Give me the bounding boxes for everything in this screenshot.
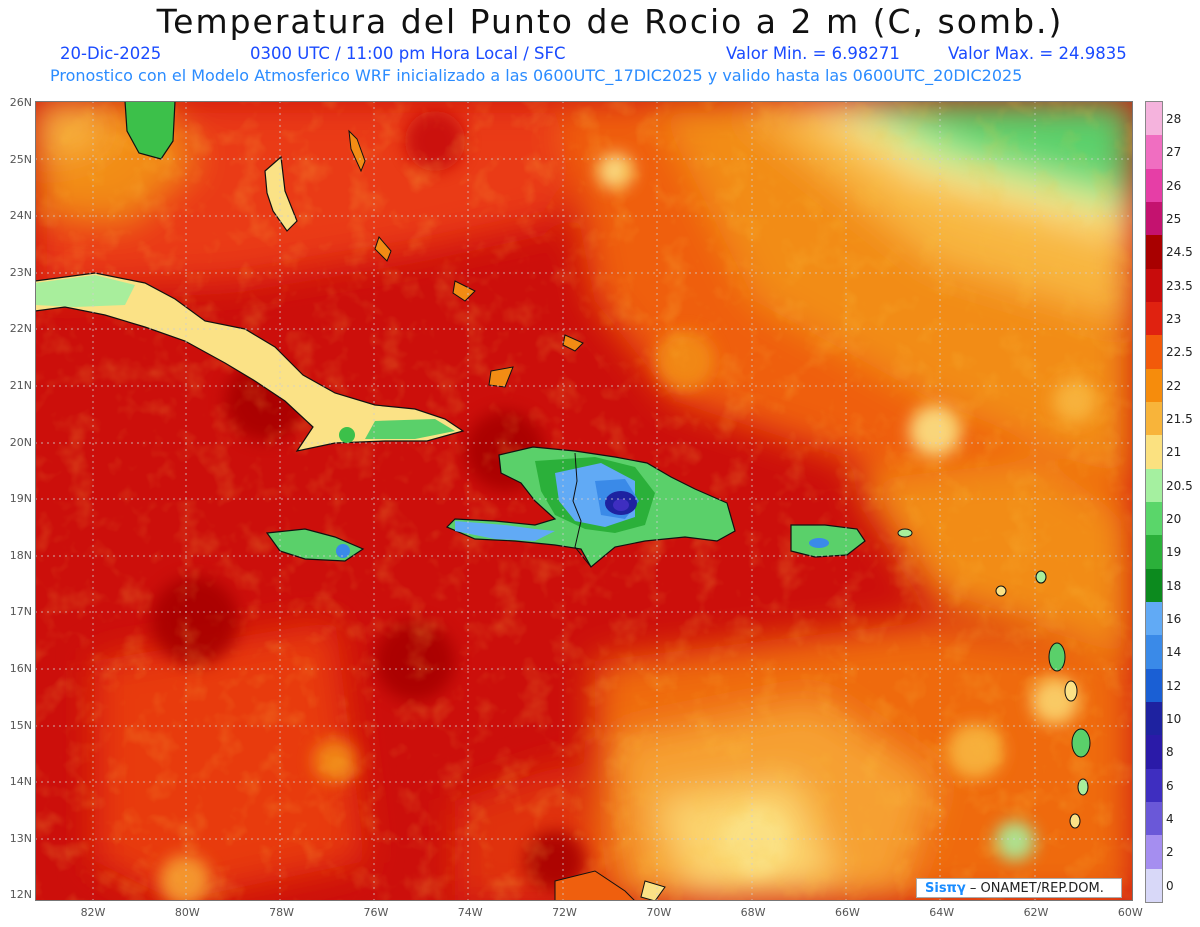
logo-text: – ONAMET/REP.DOM. (969, 881, 1104, 896)
lon-label: 72W (552, 906, 577, 919)
colorbar-label: 6 (1166, 778, 1174, 793)
colorbar-segment (1146, 135, 1162, 170)
colorbar-segment (1146, 768, 1162, 803)
colorbar-label: 20.5 (1166, 478, 1193, 493)
lon-label: 70W (646, 906, 672, 919)
colorbar-segment (1146, 235, 1162, 270)
colorbar (1145, 101, 1163, 903)
lat-label: 25N (9, 152, 32, 166)
lon-label: 80W (174, 906, 200, 919)
lat-label: 22N (9, 322, 32, 336)
lon-label: 78W (269, 906, 295, 919)
lat-label: 20N (9, 435, 32, 449)
map-canvas (35, 101, 1133, 901)
valor-min: Valor Min. = 6.98271 (726, 44, 900, 63)
colorbar-segment (1146, 502, 1162, 536)
colorbar-label: 25 (1166, 212, 1182, 226)
lon-label: 76W (363, 906, 389, 919)
colorbar-segment (1146, 602, 1162, 636)
lon-label: 62W (1023, 906, 1049, 919)
colorbar-label: 24.5 (1166, 245, 1193, 260)
lat-label: 14N (9, 775, 32, 789)
forecast-description: Pronostico con el Modelo Atmosferico WRF… (50, 66, 1023, 85)
colorbar-segment (1146, 735, 1162, 770)
colorbar-segment (1146, 702, 1162, 736)
colorbar-segment (1146, 835, 1162, 870)
colorbar-segment (1146, 335, 1162, 370)
lon-label: 60W (1117, 906, 1143, 919)
colorbar-segment (1146, 202, 1162, 236)
lat-label: 18N (9, 548, 32, 562)
lat-label: 13N (9, 831, 32, 845)
lat-label: 23N (9, 265, 32, 279)
colorbar-segment (1146, 302, 1162, 336)
lon-label: 74W (457, 906, 483, 919)
colorbar-label: 0 (1166, 878, 1174, 893)
lat-label: 24N (9, 209, 32, 223)
colorbar-label: 22.5 (1166, 345, 1193, 360)
lat-label: 21N (9, 379, 32, 392)
colorbar-segment (1146, 802, 1162, 836)
colorbar-segment (1146, 868, 1162, 903)
colorbar-segment (1146, 435, 1162, 470)
map-title: Temperatura del Punto de Rocio a 2 m (C,… (156, 2, 1064, 41)
colorbar-segment (1146, 668, 1162, 703)
colorbar-label: 19 (1166, 545, 1182, 560)
dew-point-map[interactable] (35, 101, 1133, 901)
colorbar-label: 26 (1166, 178, 1182, 193)
lon-label: 66W (834, 906, 860, 919)
colorbar-label: 18 (1166, 578, 1182, 593)
lat-label: 16N (9, 662, 32, 675)
colorbar-segment (1146, 102, 1162, 136)
colorbar-segment (1146, 268, 1162, 303)
colorbar-segment (1146, 368, 1162, 403)
colorbar-label: 14 (1166, 645, 1182, 660)
lat-label: 12N (9, 888, 32, 902)
lat-label: 19N (9, 492, 32, 506)
forecast-time: 0300 UTC / 11:00 pm Hora Local / SFC (250, 44, 566, 63)
colorbar-label: 28 (1166, 112, 1182, 126)
colorbar-label: 16 (1166, 612, 1182, 626)
colorbar-label: 10 (1166, 712, 1182, 726)
lat-label: 15N (9, 718, 32, 732)
lat-label: 26N (9, 96, 32, 109)
colorbar-label: 23 (1166, 312, 1182, 326)
colorbar-segment (1146, 168, 1162, 203)
valor-max: Valor Max. = 24.9835 (948, 44, 1127, 63)
colorbar-segment (1146, 535, 1162, 570)
onamet-logo: Sisπγ – ONAMET/REP.DOM. (916, 878, 1122, 898)
colorbar-segment (1146, 568, 1162, 603)
colorbar-label: 27 (1166, 145, 1182, 160)
colorbar-segment (1146, 468, 1162, 503)
colorbar-label: 8 (1166, 745, 1174, 760)
graticule (35, 101, 1133, 901)
colorbar-segment (1146, 402, 1162, 436)
lon-label: 82W (80, 906, 106, 919)
colorbar-label: 2 (1166, 845, 1174, 860)
forecast-date: 20-Dic-2025 (60, 44, 162, 63)
lon-label: 64W (929, 906, 955, 919)
logo-brand: Sisπγ (925, 881, 966, 896)
colorbar-label: 21.5 (1166, 412, 1193, 426)
colorbar-label: 21 (1166, 445, 1182, 460)
colorbar-label: 4 (1166, 812, 1174, 826)
colorbar-label: 22 (1166, 378, 1182, 393)
lat-label: 17N (9, 605, 32, 619)
lon-label: 68W (740, 906, 766, 919)
colorbar-label: 20 (1166, 512, 1182, 526)
colorbar-label: 23.5 (1166, 278, 1193, 293)
colorbar-segment (1146, 635, 1162, 670)
colorbar-label: 12 (1166, 678, 1182, 693)
